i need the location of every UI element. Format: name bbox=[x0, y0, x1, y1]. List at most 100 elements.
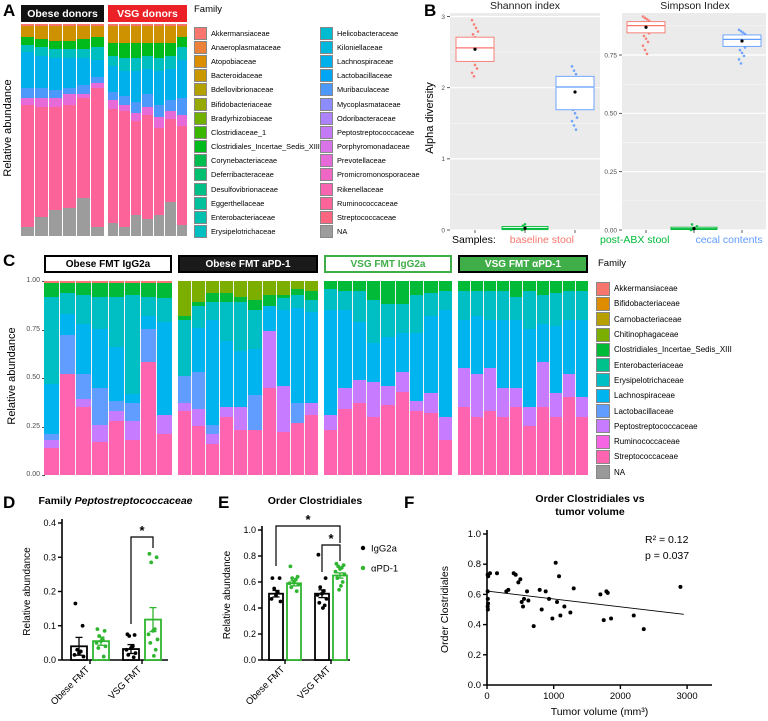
jitter-point bbox=[645, 52, 649, 56]
data-point bbox=[73, 601, 78, 606]
data-point bbox=[605, 590, 610, 595]
data-point bbox=[609, 616, 614, 621]
data-point bbox=[324, 597, 329, 601]
jitter-point bbox=[574, 128, 578, 131]
segment-clo bbox=[77, 38, 90, 50]
data-point bbox=[151, 628, 155, 633]
legend-label: Erysipelotrichaceae bbox=[614, 375, 684, 385]
c-y-tick-mark bbox=[42, 329, 45, 331]
legend-item: Enterobacteriaceae bbox=[596, 357, 732, 373]
segment-bac bbox=[91, 26, 104, 37]
legend-swatch bbox=[596, 465, 610, 480]
segment-ery bbox=[409, 294, 424, 334]
segment-lac bbox=[192, 327, 206, 373]
c-y-tick-label: 0.00 bbox=[26, 471, 40, 478]
x-tick-label: 3000 bbox=[677, 691, 698, 702]
legend-swatch bbox=[194, 196, 207, 210]
segment-lac bbox=[35, 55, 48, 88]
samples-legend: Samples: baseline stool post-ABX stool ceca… bbox=[452, 234, 763, 246]
data-point bbox=[631, 613, 636, 618]
x-category-label: Obese FMT bbox=[49, 664, 92, 707]
legend-label: Helicobacteraceae bbox=[337, 28, 399, 38]
legend-swatch bbox=[320, 111, 333, 125]
legend-item: Promicromonosporaceae bbox=[320, 168, 420, 182]
data-point bbox=[338, 567, 342, 571]
segment-lab bbox=[178, 376, 192, 404]
legend-swatch bbox=[194, 69, 207, 83]
segment-ery bbox=[92, 296, 108, 330]
segment-clo bbox=[536, 281, 549, 295]
legend-label: Akkermansiaceae bbox=[211, 28, 270, 38]
legend-label: Porphyromonadaceae bbox=[337, 142, 410, 152]
segment-str bbox=[324, 430, 338, 475]
legend-swatch bbox=[596, 281, 610, 296]
data-point bbox=[547, 596, 552, 601]
segment-bac bbox=[63, 26, 76, 41]
segment-pre bbox=[77, 93, 90, 99]
data-point bbox=[558, 613, 563, 618]
legend-swatch bbox=[596, 434, 610, 449]
segment-clo bbox=[220, 292, 234, 303]
data-point bbox=[80, 623, 85, 628]
legend-swatch bbox=[320, 225, 333, 239]
legend-swatch bbox=[596, 342, 610, 357]
legend-label: Deferribacteraceae bbox=[211, 170, 274, 180]
segment-ery bbox=[324, 288, 338, 311]
segment-lac bbox=[49, 57, 62, 90]
c-y-tick-label: 1.00 bbox=[26, 277, 40, 284]
jitter-point bbox=[644, 37, 648, 40]
data-point bbox=[495, 571, 500, 576]
data-point bbox=[539, 607, 544, 612]
data-point bbox=[292, 580, 296, 584]
jitter-point bbox=[740, 51, 744, 55]
segment-str bbox=[395, 391, 409, 475]
legend-item: Chitinophagaceae bbox=[596, 327, 732, 342]
data-point bbox=[94, 640, 99, 645]
legend-swatch bbox=[320, 154, 333, 168]
segment-lab bbox=[92, 387, 108, 425]
segment-clo bbox=[381, 281, 395, 305]
segment-lac bbox=[409, 333, 424, 402]
segment-str bbox=[536, 407, 549, 475]
segment-chi bbox=[262, 281, 276, 295]
legend-label: Enterobacteriaceae bbox=[211, 213, 276, 223]
segment-na bbox=[49, 210, 62, 236]
legend-label: Muribaculaceae bbox=[337, 85, 390, 95]
segment-akk bbox=[108, 24, 119, 27]
segment-pep bbox=[458, 368, 471, 408]
segment-chi bbox=[248, 281, 262, 301]
stacked-bar bbox=[140, 281, 156, 475]
stacked-bar bbox=[165, 24, 176, 236]
legend-label: Streptococcaceae bbox=[337, 213, 397, 223]
segment-pep bbox=[156, 414, 172, 435]
stacked-bar bbox=[153, 24, 165, 236]
data-point bbox=[129, 646, 133, 650]
data-point bbox=[147, 551, 152, 556]
legend-label: Ruminococcaceae bbox=[614, 437, 680, 447]
legend-item: Bdellovibrionaceae bbox=[194, 83, 320, 97]
data-point bbox=[154, 555, 159, 560]
segment-rum bbox=[63, 104, 76, 209]
segment-pre bbox=[130, 113, 142, 122]
segment-pep bbox=[76, 399, 92, 408]
segment-lac bbox=[234, 350, 248, 408]
segment-ery bbox=[124, 294, 140, 394]
segment-lac bbox=[108, 346, 124, 402]
panel-c-legend: Akkermansiaceae Bifidobacteriaceae Carnoba… bbox=[596, 281, 732, 480]
bar-chart: 0.0 0.2 0.4 0.6 0.8 1.0 Relative abundance Obes… bbox=[222, 512, 398, 708]
segment-str bbox=[220, 416, 234, 475]
segment-lac bbox=[124, 393, 140, 404]
jitter-point bbox=[570, 65, 574, 68]
stacked-bar bbox=[142, 24, 153, 236]
segment-clo bbox=[324, 281, 338, 289]
segment-ery bbox=[338, 290, 352, 311]
segment-ery bbox=[575, 290, 588, 320]
bar-Obese FMT-αPD-1 bbox=[286, 582, 302, 661]
sample-type-1: baseline stool bbox=[509, 234, 574, 246]
group-bars-1 bbox=[44, 281, 172, 475]
c-y-tick-mark bbox=[42, 378, 45, 379]
data-point bbox=[290, 576, 295, 580]
legend-swatch bbox=[320, 97, 333, 111]
segment-mur bbox=[35, 87, 48, 99]
